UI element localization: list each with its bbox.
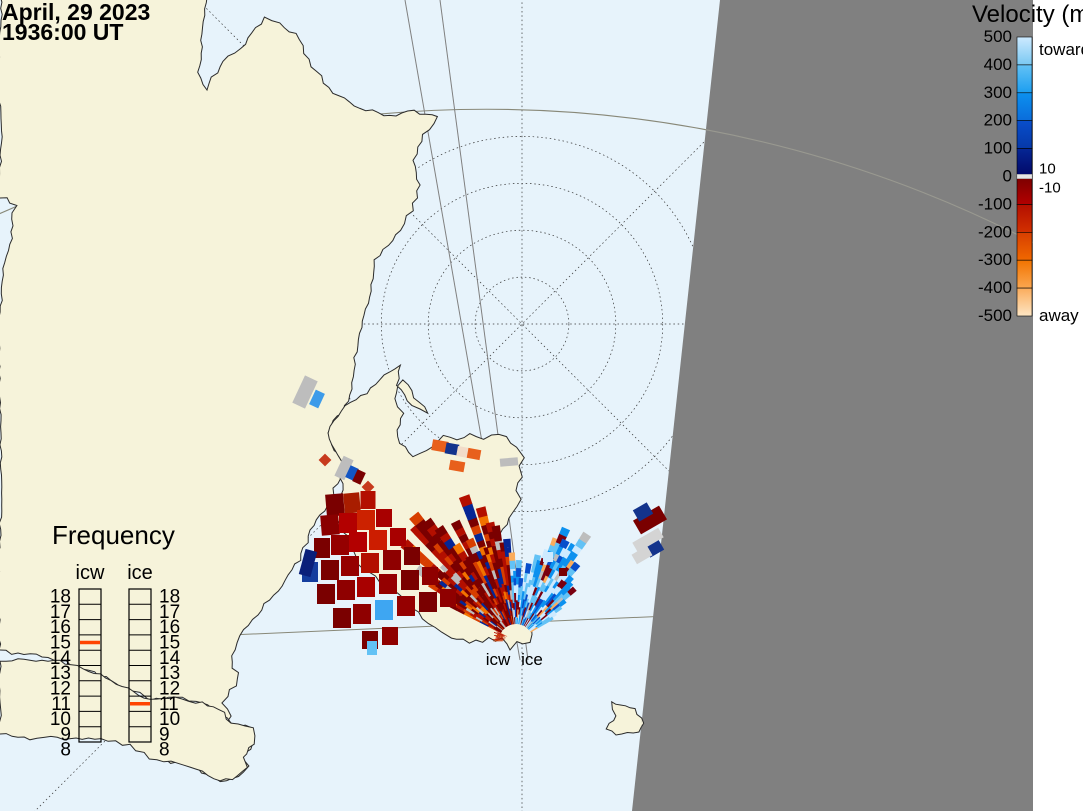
svg-text:icw: icw bbox=[76, 562, 105, 584]
svg-text:ice: ice bbox=[521, 650, 543, 669]
svg-text:0: 0 bbox=[1003, 167, 1012, 186]
svg-text:toward: toward bbox=[1039, 40, 1083, 59]
svg-text:8: 8 bbox=[159, 740, 170, 761]
svg-text:-200: -200 bbox=[978, 222, 1012, 241]
svg-text:200: 200 bbox=[984, 111, 1012, 130]
svg-text:-400: -400 bbox=[978, 278, 1012, 297]
svg-text:100: 100 bbox=[984, 139, 1012, 158]
svg-text:Velocity (m/s): Velocity (m/s) bbox=[972, 1, 1083, 28]
svg-text:-100: -100 bbox=[978, 194, 1012, 213]
svg-text:400: 400 bbox=[984, 55, 1012, 74]
svg-text:1936:00 UT: 1936:00 UT bbox=[2, 19, 123, 45]
svg-text:icw: icw bbox=[486, 650, 511, 669]
svg-text:500: 500 bbox=[984, 27, 1012, 46]
svg-text:8: 8 bbox=[60, 740, 71, 761]
svg-text:-500: -500 bbox=[978, 306, 1012, 325]
svg-text:away: away bbox=[1039, 306, 1079, 325]
svg-text:-300: -300 bbox=[978, 250, 1012, 269]
svg-text:10: 10 bbox=[1039, 161, 1056, 178]
svg-text:-10: -10 bbox=[1039, 180, 1061, 197]
svg-text:Frequency: Frequency bbox=[52, 520, 175, 550]
svg-text:ice: ice bbox=[127, 562, 153, 584]
svg-text:300: 300 bbox=[984, 83, 1012, 102]
